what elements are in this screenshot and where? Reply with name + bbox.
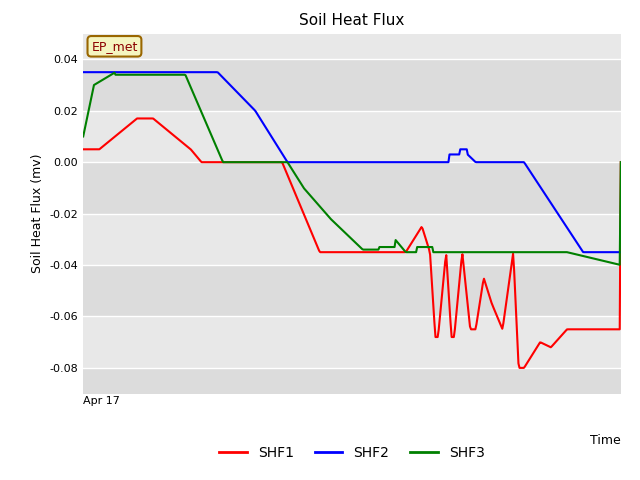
SHF3 xyxy=(336,225,344,230)
Bar xyxy=(83,60,621,111)
Bar xyxy=(83,162,621,214)
Text: EP_met: EP_met xyxy=(92,40,138,53)
SHF1 xyxy=(516,365,524,371)
SHF2 xyxy=(580,249,588,255)
SHF2 xyxy=(617,249,625,255)
SHF1 xyxy=(401,249,408,255)
SHF1 xyxy=(133,116,141,121)
SHF2 xyxy=(371,159,378,165)
SHF2 xyxy=(605,249,612,255)
SHF3 xyxy=(521,249,529,255)
SHF3 xyxy=(401,248,408,253)
SHF1 xyxy=(79,146,87,152)
SHF1 xyxy=(371,249,379,255)
SHF1 xyxy=(339,249,347,255)
SHF2 xyxy=(338,159,346,165)
Text: Time: Time xyxy=(590,434,621,447)
Bar xyxy=(83,265,621,316)
Line: SHF1: SHF1 xyxy=(83,119,621,368)
Bar xyxy=(83,214,621,265)
SHF1 xyxy=(522,362,530,368)
SHF1 xyxy=(617,159,625,165)
SHF3 xyxy=(616,262,623,268)
SHF2 xyxy=(399,159,407,165)
Bar xyxy=(83,368,621,394)
Legend: SHF1, SHF2, SHF3: SHF1, SHF2, SHF3 xyxy=(213,441,491,466)
SHF2 xyxy=(520,159,527,165)
SHF3 xyxy=(617,159,625,165)
SHF2 xyxy=(79,69,87,75)
Bar xyxy=(83,316,621,368)
SHF3 xyxy=(339,228,347,233)
SHF2 xyxy=(335,159,342,165)
SHF3 xyxy=(79,133,87,139)
SHF3 xyxy=(605,259,612,265)
SHF3 xyxy=(371,247,379,252)
Bar xyxy=(83,34,621,60)
Bar xyxy=(83,111,621,162)
SHF1 xyxy=(336,249,344,255)
Line: SHF3: SHF3 xyxy=(83,73,621,265)
Line: SHF2: SHF2 xyxy=(83,72,621,252)
Y-axis label: Soil Heat Flux (mv): Soil Heat Flux (mv) xyxy=(31,154,44,273)
Title: Soil Heat Flux: Soil Heat Flux xyxy=(300,13,404,28)
SHF3 xyxy=(111,70,118,76)
SHF1 xyxy=(606,326,614,332)
